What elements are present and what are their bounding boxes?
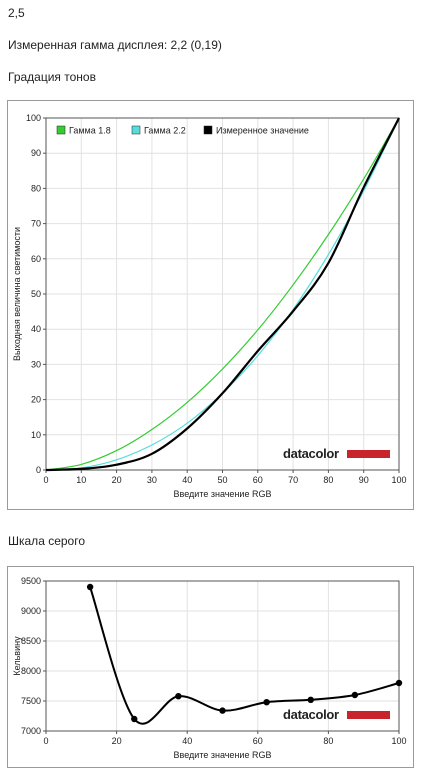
y-tick-label: 0 xyxy=(36,465,41,475)
gradation-title: Градация тонов xyxy=(8,70,96,84)
x-axis-label: Введите значение RGB xyxy=(174,750,272,760)
measured-gamma-text: Измеренная гамма дисплея: 2,2 (0,19) xyxy=(8,38,222,52)
x-tick-label: 80 xyxy=(323,736,333,746)
grayscale-title: Шкала серого xyxy=(8,534,86,548)
y-tick-label: 100 xyxy=(26,113,41,123)
legend-swatch xyxy=(56,125,66,135)
x-tick-label: 40 xyxy=(182,736,192,746)
y-tick-label: 30 xyxy=(31,359,41,369)
x-tick-label: 60 xyxy=(253,736,263,746)
x-tick-label: 40 xyxy=(182,475,192,485)
x-tick-label: 20 xyxy=(112,736,122,746)
data-point xyxy=(307,696,314,703)
y-tick-label: 60 xyxy=(31,254,41,264)
x-tick-label: 0 xyxy=(43,475,48,485)
y-tick-label: 7000 xyxy=(21,726,41,736)
legend-label: Гамма 2.2 xyxy=(144,126,186,136)
logo-text: datacolor xyxy=(283,707,339,722)
y-tick-label: 10 xyxy=(31,430,41,440)
x-tick-label: 90 xyxy=(359,475,369,485)
y-tick-label: 50 xyxy=(31,289,41,299)
data-point xyxy=(175,693,182,700)
grayscale-chart: 0 20 40 60 80 100 7000 7500 8000 8500 9000 9500 Введ… xyxy=(12,576,407,760)
x-tick-label: 30 xyxy=(147,475,157,485)
y-tick-label: 8000 xyxy=(21,666,41,676)
gamma-value-text: 2,5 xyxy=(8,6,25,20)
y-tick-label: 70 xyxy=(31,219,41,229)
y-tick-label: 40 xyxy=(31,324,41,334)
x-tick-label: 80 xyxy=(323,475,333,485)
x-tick-label: 50 xyxy=(217,475,227,485)
data-point xyxy=(219,707,226,714)
gradation-chart: 0 10 20 30 40 50 60 70 80 90 100 0 10 20 30 40 50 60 70 80 9… xyxy=(12,113,407,499)
x-tick-label: 0 xyxy=(43,736,48,746)
x-tick-label: 100 xyxy=(391,736,406,746)
x-axis-label: Введите значение RGB xyxy=(174,489,272,499)
datacolor-logo: datacolor xyxy=(283,707,390,722)
legend-swatch xyxy=(203,125,213,135)
y-tick-label: 90 xyxy=(31,148,41,158)
logo-bar xyxy=(347,450,390,458)
logo-text: datacolor xyxy=(283,446,339,461)
x-tick-label: 70 xyxy=(288,475,298,485)
x-tick-label: 100 xyxy=(391,475,406,485)
legend-swatch xyxy=(131,125,141,135)
logo-bar xyxy=(347,711,390,719)
data-point xyxy=(395,679,403,687)
y-tick-label: 9500 xyxy=(21,576,41,586)
y-tick-label: 20 xyxy=(31,395,41,405)
y-tick-label: 8500 xyxy=(21,636,41,646)
x-tick-label: 10 xyxy=(76,475,86,485)
grayscale-chart-panel: 0 20 40 60 80 100 7000 7500 8000 8500 9000 9500 Введ… xyxy=(7,566,414,768)
data-point xyxy=(131,715,138,723)
y-axis-label: Выходная величина светимости xyxy=(12,227,22,361)
data-point xyxy=(263,699,270,706)
y-tick-label: 80 xyxy=(31,183,41,193)
data-point xyxy=(351,691,359,699)
y-tick-label: 9000 xyxy=(21,606,41,616)
series-line xyxy=(89,586,400,725)
y-axis-label: Кельвину xyxy=(12,636,22,676)
x-tick-label: 20 xyxy=(112,475,122,485)
gradation-chart-panel: 0 10 20 30 40 50 60 70 80 90 100 0 10 20 30 40 50 60 70 80 9… xyxy=(7,100,414,510)
x-tick-label: 60 xyxy=(253,475,263,485)
legend-label: Гамма 1.8 xyxy=(69,126,111,136)
data-point xyxy=(86,583,94,591)
series-line-1 xyxy=(45,117,400,471)
y-tick-label: 7500 xyxy=(21,696,41,706)
series-line-3 xyxy=(45,117,400,472)
datacolor-logo: datacolor xyxy=(283,446,390,461)
legend-label: Измеренное значение xyxy=(216,126,309,136)
plot-frame xyxy=(45,580,400,732)
